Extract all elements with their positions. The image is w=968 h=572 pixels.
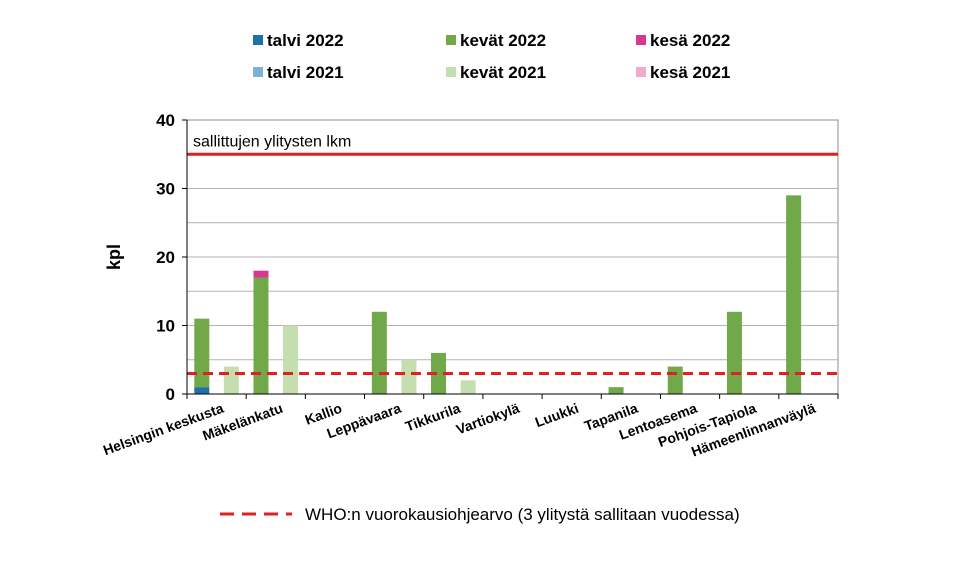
y-tick-label: 40 [156, 111, 175, 130]
bar-kev-t-2022-m-kel-nkatu [253, 277, 269, 394]
bar-kev-t-2022-tapanila [608, 387, 624, 394]
who-guideline-legend-label: WHO:n vuorokausiohjearvo (3 ylitystä sal… [305, 505, 740, 524]
bottom-legend: WHO:n vuorokausiohjearvo (3 ylitystä sal… [220, 505, 740, 524]
legend-swatch-kev-t-2021 [446, 67, 456, 77]
y-tick-label: 10 [156, 317, 175, 336]
bars [194, 195, 802, 394]
legend-label-talvi-2022: talvi 2022 [267, 31, 344, 50]
bar-kev-t-2021-helsingin-keskusta [223, 366, 239, 394]
legend-label-kes-2021: kesä 2021 [650, 63, 730, 82]
legend-swatch-talvi-2021 [253, 67, 263, 77]
allowed-exceedances-label: sallittujen ylitysten lkm [193, 133, 351, 150]
legend-swatch-kes-2022 [636, 35, 646, 45]
legend-label-talvi-2021: talvi 2021 [267, 63, 344, 82]
legend-label-kes-2022: kesä 2022 [650, 31, 730, 50]
bar-kev-t-2022-tikkurila [431, 352, 447, 394]
legend-swatch-kes-2021 [636, 67, 646, 77]
bar-kev-t-2022-lentoasema [667, 366, 683, 394]
bar-kev-t-2021-m-kel-nkatu [283, 325, 299, 394]
y-tick-label: 0 [166, 385, 175, 404]
y-tick-label: 20 [156, 248, 175, 267]
bar-kev-t-2021-tikkurila [460, 380, 476, 394]
legend-swatch-talvi-2022 [253, 35, 263, 45]
bar-kev-t-2022-pohjois-tapiola [726, 311, 742, 394]
x-category-label: Luukki [533, 400, 581, 430]
bar-kes-2022-m-kel-nkatu [253, 270, 269, 278]
bar-kev-t-2022-lepp-vaara [371, 311, 387, 394]
y-axis-title: kpl [104, 244, 124, 270]
bar-talvi-2022-helsingin-keskusta [194, 387, 210, 394]
legend-label-kev-t-2022: kevät 2022 [460, 31, 546, 50]
y-tick-label: 30 [156, 180, 175, 199]
bar-kev-t-2021-lepp-vaara [401, 359, 417, 394]
legend-label-kev-t-2021: kevät 2021 [460, 63, 546, 82]
x-category-label: Vartiokylä [454, 400, 522, 438]
x-category-label: Tikkurila [403, 400, 463, 435]
bar-kev-t-2022-helsingin-keskusta [194, 318, 210, 388]
bar-kev-t-2022-h-meenlinnanv-yl [786, 195, 802, 394]
legend: talvi 2022 kevät 2022 kesä 2022 talvi 2021 k… [253, 31, 730, 82]
reference-lines: sallittujen ylitysten lkm [187, 133, 838, 375]
legend-swatch-kev-t-2022 [446, 35, 456, 45]
